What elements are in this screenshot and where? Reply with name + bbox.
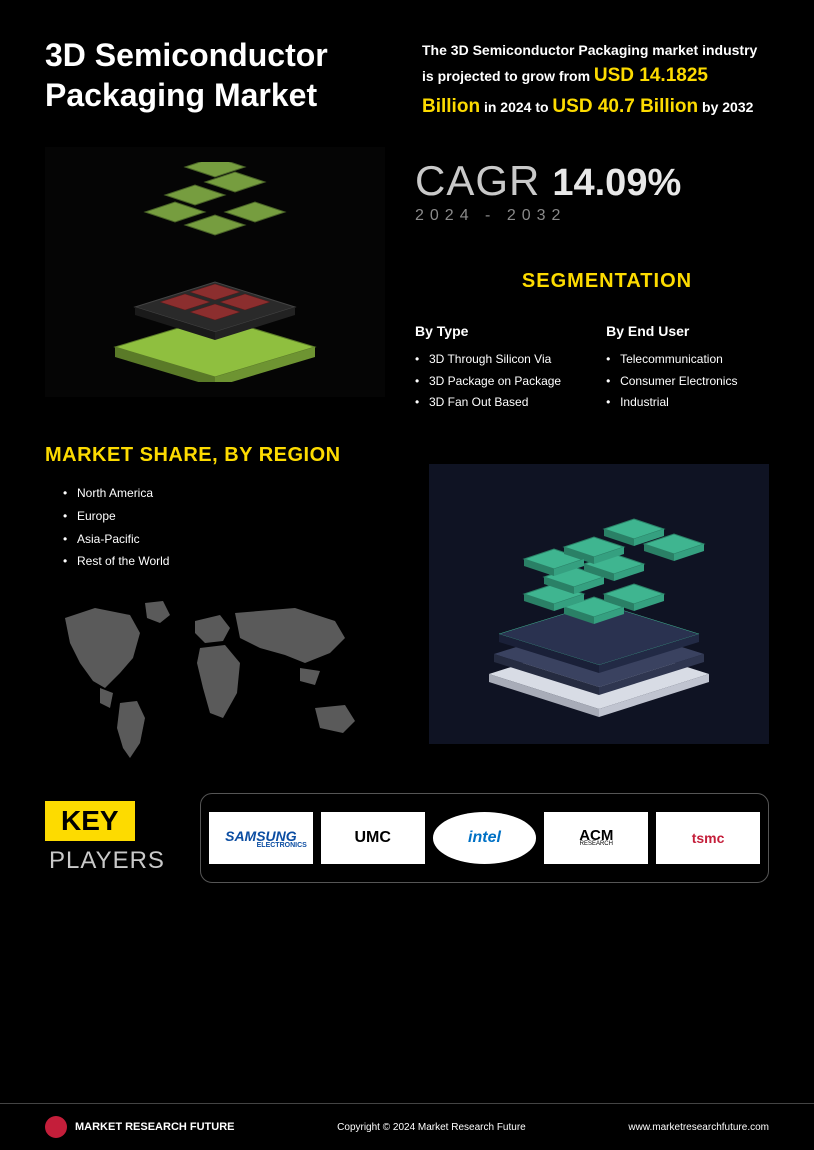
projection-mid: in 2024 to	[484, 99, 552, 115]
players-text: PLAYERS	[49, 847, 185, 875]
region-heading: MARKET SHARE, BY REGION	[45, 444, 399, 467]
cagr-label: CAGR	[415, 157, 540, 205]
key-text: KEY	[45, 801, 135, 841]
logo-umc: UMC	[321, 812, 425, 864]
cagr-value: 14.09%	[552, 162, 681, 205]
list-item: Consumer Electronics	[606, 371, 737, 393]
logo-tsmc: tsmc	[656, 812, 760, 864]
chip-stack-illustration-1	[45, 147, 385, 397]
company-logos-row: SAMSUNG ELECTRONICS UMC intel ACM RESEAR…	[200, 793, 769, 883]
projection-value-2: USD 40.7 Billion	[552, 96, 698, 117]
list-item: 3D Package on Package	[415, 371, 561, 393]
seg-by-type-header: By Type	[415, 323, 561, 339]
list-item: Rest of the World	[63, 550, 399, 573]
footer-url: www.marketresearchfuture.com	[628, 1122, 769, 1133]
seg-by-enduser-header: By End User	[606, 323, 737, 339]
chip-stack-illustration-2	[429, 464, 769, 744]
seg-by-enduser-list: Telecommunication Consumer Electronics I…	[606, 349, 737, 414]
list-item: Asia-Pacific	[63, 528, 399, 551]
footer-brand-text: MARKET RESEARCH FUTURE	[75, 1121, 235, 1133]
list-item: Europe	[63, 505, 399, 528]
list-item: 3D Fan Out Based	[415, 392, 561, 414]
world-map-icon	[45, 593, 385, 763]
logo-samsung: SAMSUNG ELECTRONICS	[209, 812, 313, 864]
footer-copyright: Copyright © 2024 Market Research Future	[337, 1122, 526, 1133]
segmentation-heading: SEGMENTATION	[415, 270, 769, 293]
list-item: 3D Through Silicon Via	[415, 349, 561, 371]
list-item: Telecommunication	[606, 349, 737, 371]
list-item: North America	[63, 482, 399, 505]
brand-logo-icon	[45, 1116, 67, 1138]
market-projection-text: The 3D Semiconductor Packaging market in…	[422, 35, 769, 122]
logo-acm: ACM RESEARCH	[544, 812, 648, 864]
cagr-years: 2024 - 2032	[415, 207, 769, 225]
page-footer: MARKET RESEARCH FUTURE Copyright © 2024 …	[0, 1103, 814, 1150]
region-list: North America Europe Asia-Pacific Rest o…	[63, 482, 399, 573]
page-title: 3D Semiconductor Packaging Market	[45, 35, 392, 115]
key-players-label: KEY PLAYERS	[45, 793, 185, 883]
list-item: Industrial	[606, 392, 737, 414]
logo-intel: intel	[433, 812, 537, 864]
projection-post: by 2032	[702, 99, 753, 115]
seg-by-type-list: 3D Through Silicon Via 3D Package on Pac…	[415, 349, 561, 414]
